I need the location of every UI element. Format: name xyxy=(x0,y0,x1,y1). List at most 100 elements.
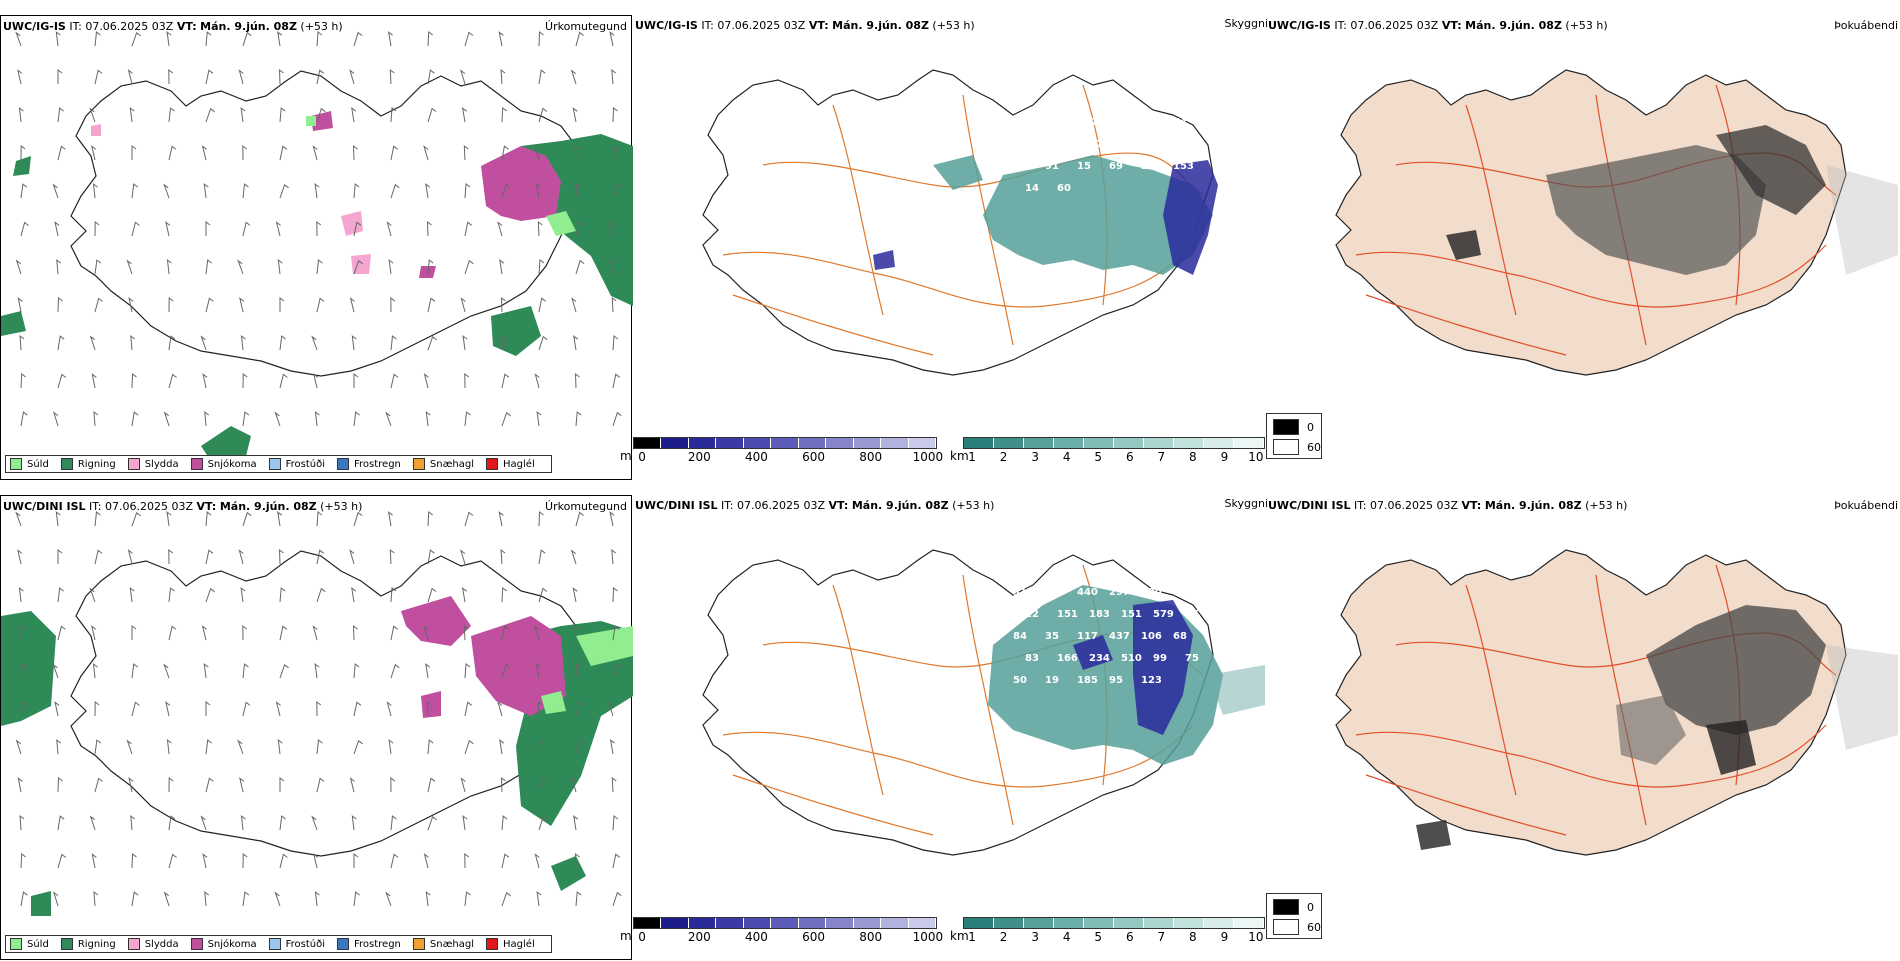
wind-barb-icon xyxy=(130,815,136,831)
wind-barb-icon xyxy=(609,511,615,527)
visibility-label: 205 xyxy=(1045,587,1066,598)
wind-barb-icon xyxy=(575,183,581,199)
colorbar-tick: 6 xyxy=(1125,450,1134,464)
wind-barb-icon xyxy=(93,890,99,907)
wind-barb-icon xyxy=(464,701,472,717)
wind-barb-icon xyxy=(18,107,24,123)
wind-barb-icon xyxy=(316,777,325,793)
init-time: IT: 07.06.2025 03Z xyxy=(1354,499,1459,512)
colorbar-unit: m xyxy=(620,449,632,463)
wind-barb-icon xyxy=(168,587,175,603)
colorbar-tick: 6 xyxy=(1125,930,1134,944)
wind-barb-icon xyxy=(536,410,542,427)
wind-barb-icon xyxy=(168,68,174,85)
legend-swatch xyxy=(412,458,425,470)
visibility-label: 84 xyxy=(1013,631,1027,642)
wind-barb-icon xyxy=(501,625,509,641)
wind-barb-icon xyxy=(166,510,172,527)
wind-barb-icon xyxy=(131,183,138,199)
colorbar-tick: 800 xyxy=(859,450,883,464)
legend-swatch xyxy=(60,938,73,950)
visibility-label: 579 xyxy=(1153,609,1174,620)
wind-barb-icon xyxy=(18,587,24,603)
wind-barb-icon xyxy=(242,411,250,427)
wind-barb-icon xyxy=(351,334,357,351)
visibility-label: 60 xyxy=(1057,183,1071,194)
wind-barb-icon xyxy=(131,221,140,237)
wind-barb-icon xyxy=(168,815,176,831)
legend-swatch xyxy=(412,938,425,950)
init-time: IT: 07.06.2025 03Z xyxy=(69,20,174,33)
wind-barb-icon xyxy=(390,853,399,869)
legend-swatch xyxy=(268,458,281,470)
visibility-label: 25 xyxy=(1141,161,1155,172)
wind-barb-icon xyxy=(205,739,212,755)
colorbar-tick: 600 xyxy=(802,450,826,464)
wind-barb-icon xyxy=(390,587,397,603)
valid-time: Mán. 9.jún. 08Z xyxy=(200,20,297,33)
wind-barb-icon xyxy=(204,411,210,427)
colorbar-tick: 600 xyxy=(802,930,826,944)
wind-barb-icon xyxy=(423,145,429,161)
wind-barb-icon xyxy=(501,107,507,123)
visibility-label: 510 xyxy=(1121,653,1142,664)
wind-barb-icon xyxy=(237,739,244,755)
colorbar-swatch xyxy=(771,438,799,448)
wind-barb-icon xyxy=(131,663,138,679)
wind-barb-icon xyxy=(574,372,580,389)
wind-barb-icon xyxy=(316,739,323,755)
wind-barb-icon xyxy=(165,221,171,237)
visibility-label: 81 xyxy=(1057,139,1071,150)
wind-barb-icon xyxy=(15,259,22,275)
wind-barb-icon xyxy=(168,777,174,793)
wind-barb-icon xyxy=(575,221,583,237)
panel-title: Þokuábendi xyxy=(1834,19,1898,32)
colorbar-tick: 8 xyxy=(1189,930,1197,944)
wind-barb-icon xyxy=(94,549,103,565)
wind-barb-icon xyxy=(20,625,26,641)
colorbar-tick: 10 xyxy=(1248,450,1264,464)
fog-map xyxy=(1335,549,1898,856)
wind-barb-icon xyxy=(311,815,318,831)
wind-barb-icon xyxy=(497,221,503,237)
wind-barb-icon xyxy=(89,815,96,831)
wind-barb-icon xyxy=(464,31,474,47)
visibility-label: 185 xyxy=(1077,675,1098,686)
legend-item: Slydda xyxy=(127,458,179,470)
wind-barb-icon xyxy=(313,373,319,389)
model-name: UWC/DINI ISL xyxy=(3,500,86,513)
wind-barb-icon xyxy=(205,31,212,47)
visibility-label: 50 xyxy=(1013,675,1027,686)
wind-barb-icon xyxy=(573,335,579,351)
wind-barb-icon xyxy=(390,815,397,831)
wind-barb-icon xyxy=(574,624,580,641)
wind-barb-icon xyxy=(501,891,511,907)
colorbar-swatches xyxy=(963,437,1265,449)
wind-barb-icon xyxy=(464,221,472,237)
colorbar-tick: 8 xyxy=(1189,450,1197,464)
precip-type-panel-top: UWC/IG-IS IT: 07.06.2025 03Z VT: Mán. 9.… xyxy=(0,15,633,480)
colorbar-swatch xyxy=(743,438,772,448)
wind-barb-icon xyxy=(570,69,577,85)
wind-barbs xyxy=(15,30,622,427)
wind-barb-icon xyxy=(17,549,23,565)
wind-barb-icon xyxy=(279,853,288,869)
wind-barb-icon xyxy=(57,625,66,641)
wind-barb-icon xyxy=(129,586,135,603)
wind-barb-icon xyxy=(279,183,289,199)
visibility-label: 106 xyxy=(1141,631,1162,642)
wind-barb-icon xyxy=(165,701,171,717)
wind-barb-icon xyxy=(464,183,471,199)
wind-barb-icon xyxy=(274,411,281,427)
wind-barb-icon xyxy=(353,373,359,388)
legend-label: Rigning xyxy=(77,938,116,950)
visibility-label: 12 xyxy=(1025,609,1039,620)
visibility-label: 195 xyxy=(1121,139,1142,150)
visibility-label: 69 xyxy=(1109,161,1123,172)
wind-barb-icon xyxy=(204,891,210,907)
wind-barb-icon xyxy=(15,31,22,47)
wind-barb-icon xyxy=(127,69,133,85)
colorbar-tick: 3 xyxy=(1031,450,1039,464)
wind-barb-icon xyxy=(389,548,395,565)
panel-title: Úrkomutegund xyxy=(545,500,627,513)
